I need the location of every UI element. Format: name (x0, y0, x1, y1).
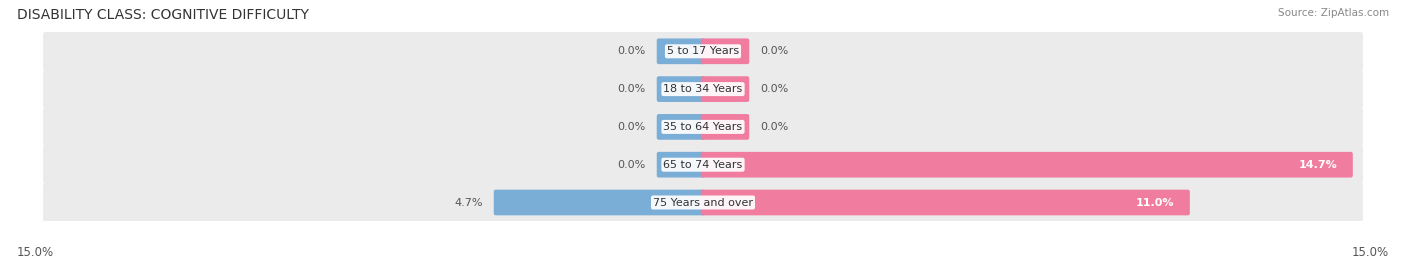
FancyBboxPatch shape (44, 107, 1362, 147)
Text: 4.7%: 4.7% (454, 197, 482, 208)
FancyBboxPatch shape (44, 69, 1362, 109)
FancyBboxPatch shape (44, 145, 1362, 184)
Text: 11.0%: 11.0% (1136, 197, 1174, 208)
Text: 5 to 17 Years: 5 to 17 Years (666, 46, 740, 56)
FancyBboxPatch shape (700, 114, 749, 140)
Text: DISABILITY CLASS: COGNITIVE DIFFICULTY: DISABILITY CLASS: COGNITIVE DIFFICULTY (17, 8, 309, 22)
FancyBboxPatch shape (700, 152, 1353, 178)
Text: 0.0%: 0.0% (761, 122, 789, 132)
Text: 18 to 34 Years: 18 to 34 Years (664, 84, 742, 94)
FancyBboxPatch shape (44, 183, 1362, 222)
Text: 0.0%: 0.0% (761, 46, 789, 56)
Text: 0.0%: 0.0% (617, 84, 645, 94)
Text: 65 to 74 Years: 65 to 74 Years (664, 160, 742, 170)
FancyBboxPatch shape (657, 76, 706, 102)
Text: 75 Years and over: 75 Years and over (652, 197, 754, 208)
Text: 15.0%: 15.0% (1353, 246, 1389, 259)
FancyBboxPatch shape (494, 190, 706, 215)
Text: 14.7%: 14.7% (1299, 160, 1337, 170)
FancyBboxPatch shape (700, 76, 749, 102)
Text: 15.0%: 15.0% (17, 246, 53, 259)
FancyBboxPatch shape (657, 152, 706, 178)
Text: 0.0%: 0.0% (617, 160, 645, 170)
Text: 0.0%: 0.0% (761, 84, 789, 94)
Text: 0.0%: 0.0% (617, 46, 645, 56)
FancyBboxPatch shape (700, 38, 749, 64)
Text: 0.0%: 0.0% (617, 122, 645, 132)
FancyBboxPatch shape (44, 32, 1362, 71)
Text: 35 to 64 Years: 35 to 64 Years (664, 122, 742, 132)
FancyBboxPatch shape (657, 38, 706, 64)
Text: Source: ZipAtlas.com: Source: ZipAtlas.com (1278, 8, 1389, 18)
FancyBboxPatch shape (700, 190, 1189, 215)
FancyBboxPatch shape (657, 114, 706, 140)
